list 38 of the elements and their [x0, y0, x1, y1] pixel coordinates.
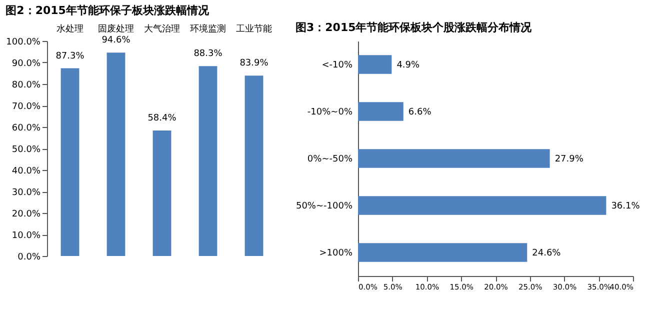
y-tick-label: 60.0%	[12, 124, 41, 134]
x-tick-label: 水处理	[56, 24, 84, 34]
data-label: 87.3%	[56, 51, 85, 62]
y-tick-label: 50%~-100%	[296, 202, 353, 212]
y-tick-label: 0.0%	[18, 252, 41, 262]
chart-title: 图3：2015年节能环保板块个股涨跌幅分布情况	[295, 21, 533, 34]
y-tick-label: 0%~-50%	[307, 154, 353, 164]
y-tick-label: 20.0%	[12, 210, 41, 220]
data-label: 88.3%	[194, 49, 223, 60]
data-label: 94.6%	[102, 36, 131, 46]
x-tick-label: 固废处理	[98, 24, 134, 34]
data-label: 83.9%	[240, 58, 269, 69]
y-tick-label: 80.0%	[12, 80, 41, 90]
bar	[60, 68, 80, 256]
data-label: 36.1%	[611, 202, 640, 212]
y-tick-label: -10%~0%	[307, 108, 353, 118]
data-label: 6.6%	[408, 108, 432, 118]
x-tick-label: 大气治理	[144, 24, 180, 34]
y-tick-label: 40.0%	[12, 166, 41, 176]
bar	[198, 66, 218, 256]
data-label: 4.9%	[396, 60, 420, 70]
x-tick-label: 环境监测	[190, 24, 226, 34]
y-tick-label: 30.0%	[12, 188, 41, 198]
y-tick-label: <-10%	[322, 60, 353, 70]
data-label: 27.9%	[554, 154, 584, 164]
bar	[106, 52, 126, 256]
chart-title: 图2：2015年节能环保子板块涨跌幅情况	[6, 4, 210, 17]
y-tick-label: 100.0%	[6, 38, 41, 48]
y-tick-label: 10.0%	[12, 231, 41, 241]
y-tick-label: 90.0%	[12, 59, 41, 69]
bar	[152, 130, 172, 256]
y-tick-label: 70.0%	[12, 102, 41, 112]
x-tick-label: 工业节能	[236, 24, 272, 34]
data-label: 24.6%	[532, 248, 562, 258]
data-label: 58.4%	[148, 113, 177, 124]
y-tick-label: >100%	[319, 248, 353, 258]
y-tick-label: 50.0%	[12, 145, 41, 155]
bar	[244, 76, 264, 256]
